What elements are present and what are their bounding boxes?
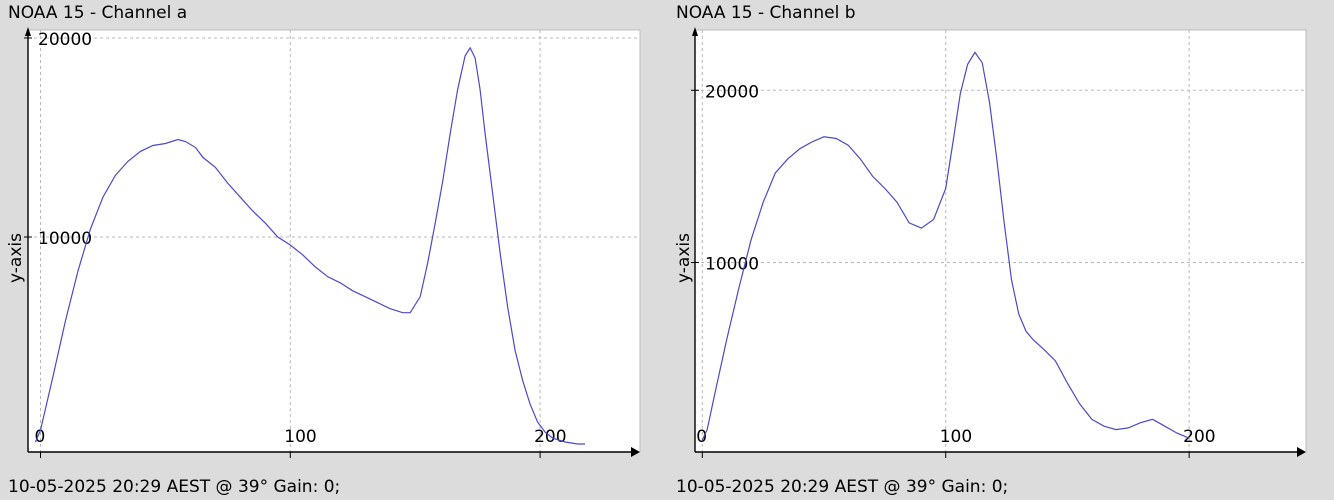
series-line — [34, 46, 585, 445]
series-line — [701, 51, 1190, 441]
y-tick-label: 20000 — [705, 82, 759, 102]
chart-title: NOAA 15 - Channel a — [8, 3, 188, 23]
chart-panel-channel-a: NOAA 15 - Channel a 0 100 200 10000 20000 y-… — [0, 0, 664, 500]
x-tick-label: 200 — [1183, 427, 1215, 447]
y-axis-arrow — [692, 27, 698, 36]
x-tick-label: 100 — [284, 427, 316, 447]
y-tick-label: 10000 — [38, 229, 92, 249]
y-axis-label: y-axis — [674, 233, 694, 283]
plot-area — [694, 29, 1307, 453]
y-axis-label: y-axis — [6, 233, 26, 283]
y-tick-label: 20000 — [38, 30, 92, 50]
x-axis-arrow — [1297, 447, 1306, 457]
chart-panel-channel-b: NOAA 15 - Channel b 0 100 200 10000 20000 y-… — [668, 0, 1334, 500]
x-tick-label: 100 — [940, 427, 972, 447]
x-tick-label: 0 — [34, 427, 45, 447]
x-axis-arrow — [631, 447, 640, 457]
chart-plot-channel-b: 0 100 200 10000 20000 — [691, 27, 1307, 458]
y-axis-arrow — [25, 27, 31, 36]
status-footer: 10-05-2025 20:29 AEST @ 39° Gain: 0; — [676, 477, 1009, 497]
status-footer: 10-05-2025 20:29 AEST @ 39° Gain: 0; — [8, 477, 341, 497]
chart-title: NOAA 15 - Channel b — [676, 3, 856, 23]
plot-area — [27, 29, 641, 453]
x-tick-label: 0 — [696, 427, 707, 447]
y-tick-label: 10000 — [705, 255, 759, 275]
